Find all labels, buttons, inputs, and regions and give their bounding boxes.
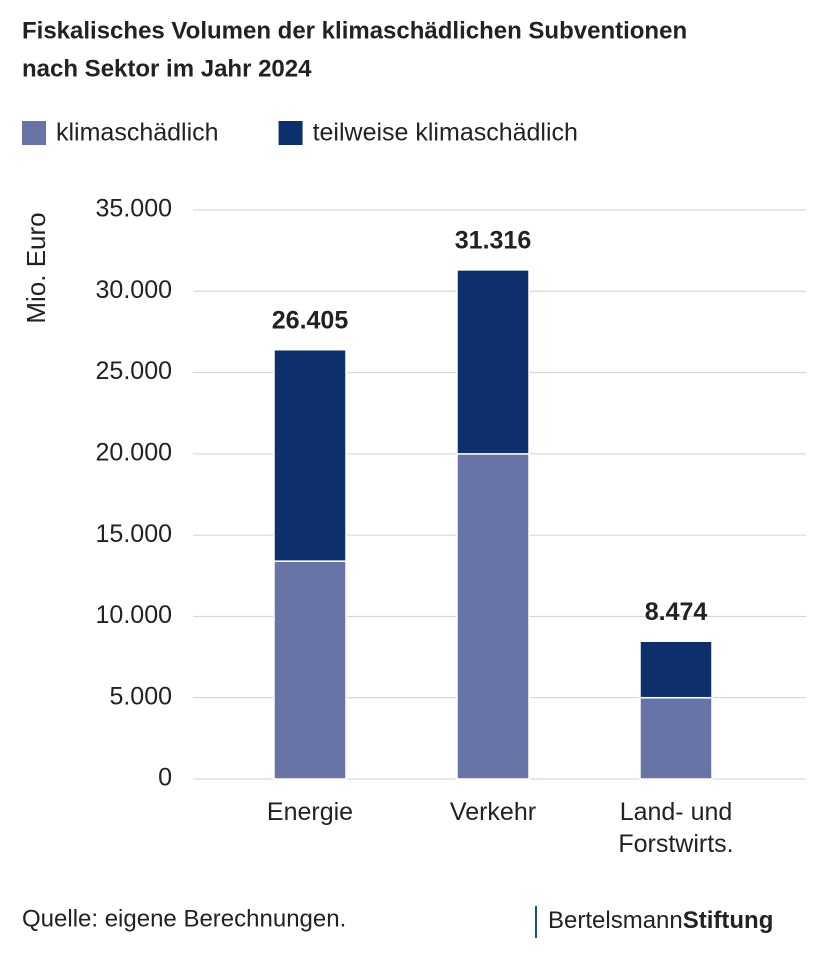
- legend-label: teilweise klimaschädlich: [313, 119, 578, 147]
- total-label: 8.474: [645, 598, 708, 626]
- y-tick-label: 10.000: [96, 601, 172, 629]
- legend-label: klimaschädlich: [56, 119, 219, 147]
- total-label: 26.405: [272, 306, 349, 334]
- x-tick-label-box: Land- und Forstwirts.: [618, 798, 734, 858]
- x-tick-label-box: Verkehr: [449, 798, 537, 826]
- y-tick-label: 20.000: [96, 438, 172, 466]
- logo-part: Stiftung: [683, 907, 774, 934]
- x-tick-label: Land- und Forstwirts.: [618, 798, 734, 858]
- logo: BertelsmannStiftung: [548, 907, 773, 934]
- y-tick-label: 25.000: [96, 357, 172, 385]
- y-axis-label: Mio. Euro: [21, 212, 51, 323]
- bar-segment: [456, 269, 530, 455]
- bar-segment: [639, 640, 713, 699]
- legend-swatch: [22, 121, 46, 145]
- bar-segment: [273, 348, 347, 562]
- source: Quelle: eigene Berechnungen.: [22, 905, 346, 932]
- y-tick-label: 5.000: [109, 682, 172, 710]
- bar-segment: [273, 560, 347, 780]
- legend-swatch: [278, 121, 303, 145]
- y-tick-label: 30.000: [96, 276, 172, 304]
- y-tick-label: 0: [158, 764, 172, 792]
- bar-segment: [456, 453, 530, 780]
- x-tick-label: Verkehr: [449, 798, 537, 826]
- chart-title: Fiskalisches Volumen der klimaschädliche…: [22, 17, 687, 44]
- x-tick-label-box: Energie: [266, 798, 354, 826]
- x-tick-label: Energie: [266, 798, 354, 826]
- total-label: 31.316: [455, 227, 531, 255]
- bar-segment: [639, 696, 713, 780]
- logo-part: Bertelsmann: [548, 907, 683, 934]
- y-tick-label: 35.000: [96, 195, 172, 223]
- y-tick-label: 15.000: [96, 520, 172, 548]
- chart-title: nach Sektor im Jahr 2024: [22, 55, 312, 82]
